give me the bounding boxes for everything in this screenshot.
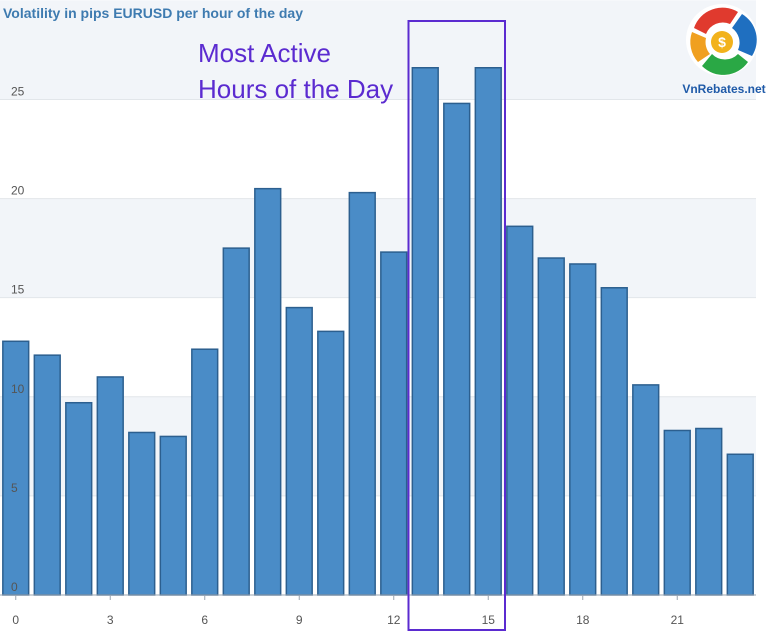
x-axis-ticks: 0 3 6 9 12 15 18 21	[12, 595, 684, 627]
x-tick-label: 18	[576, 613, 590, 627]
bar-hour-7	[222, 247, 250, 596]
bar-hour-4	[128, 431, 156, 596]
bar-hour-17	[537, 257, 565, 596]
logo-text: VnRebates.net	[682, 82, 765, 96]
bar-hour-8	[254, 187, 282, 596]
logo-swirl-icon	[686, 4, 758, 76]
background-bands	[0, 0, 756, 496]
bar-series	[0, 67, 756, 596]
bar-hour-6	[191, 348, 219, 596]
bar-hour-19	[600, 287, 628, 596]
bar-hour-5	[159, 435, 187, 596]
bar-hour-23	[726, 453, 754, 596]
bar-hour-11	[348, 191, 376, 596]
highlight-box	[407, 20, 506, 631]
bar-hour-14	[443, 102, 471, 596]
bar-hour-2	[65, 401, 93, 596]
y-tick-label: 25	[11, 84, 25, 98]
bar-hour-13	[411, 67, 439, 596]
grid-band	[0, 198, 756, 298]
y-axis-ticks: 0 5 10 15 20 25	[11, 84, 25, 594]
bar-hour-12	[380, 251, 408, 596]
logo-symbol: $	[718, 34, 726, 50]
x-tick-label: 15	[482, 613, 496, 627]
bar-hour-21	[663, 429, 691, 596]
y-tick-label: 0	[11, 580, 18, 594]
annotation-line-1: Most Active	[198, 38, 331, 68]
chart-title: Volatility in pips EURUSD per hour of th…	[3, 5, 303, 21]
bar-hour-3	[96, 376, 124, 596]
x-tick-label: 0	[12, 613, 19, 627]
x-tick-label: 12	[387, 613, 401, 627]
y-tick-label: 20	[11, 184, 25, 198]
y-tick-label: 15	[11, 283, 25, 297]
grid-band	[0, 396, 756, 496]
y-tick-label: 5	[11, 481, 18, 495]
bar-hour-18	[569, 263, 597, 596]
y-tick-label: 10	[11, 382, 25, 396]
bar-hour-1	[33, 354, 61, 596]
bar-hour-20	[632, 384, 660, 596]
bar-hour-10	[317, 330, 345, 596]
x-tick-label: 21	[671, 613, 685, 627]
x-tick-label: 6	[201, 613, 208, 627]
bar-hour-0	[2, 340, 30, 596]
bar-hour-15	[474, 67, 502, 596]
x-tick-label: 9	[296, 613, 303, 627]
bar-hour-22	[695, 427, 723, 596]
bar-hour-16	[506, 225, 534, 596]
x-tick-label: 3	[107, 613, 114, 627]
logo: $ VnRebates.net	[682, 4, 766, 96]
grid-band	[0, 0, 756, 100]
bar-hour-9	[285, 306, 313, 596]
annotation-line-2: Hours of the Day	[198, 74, 393, 104]
